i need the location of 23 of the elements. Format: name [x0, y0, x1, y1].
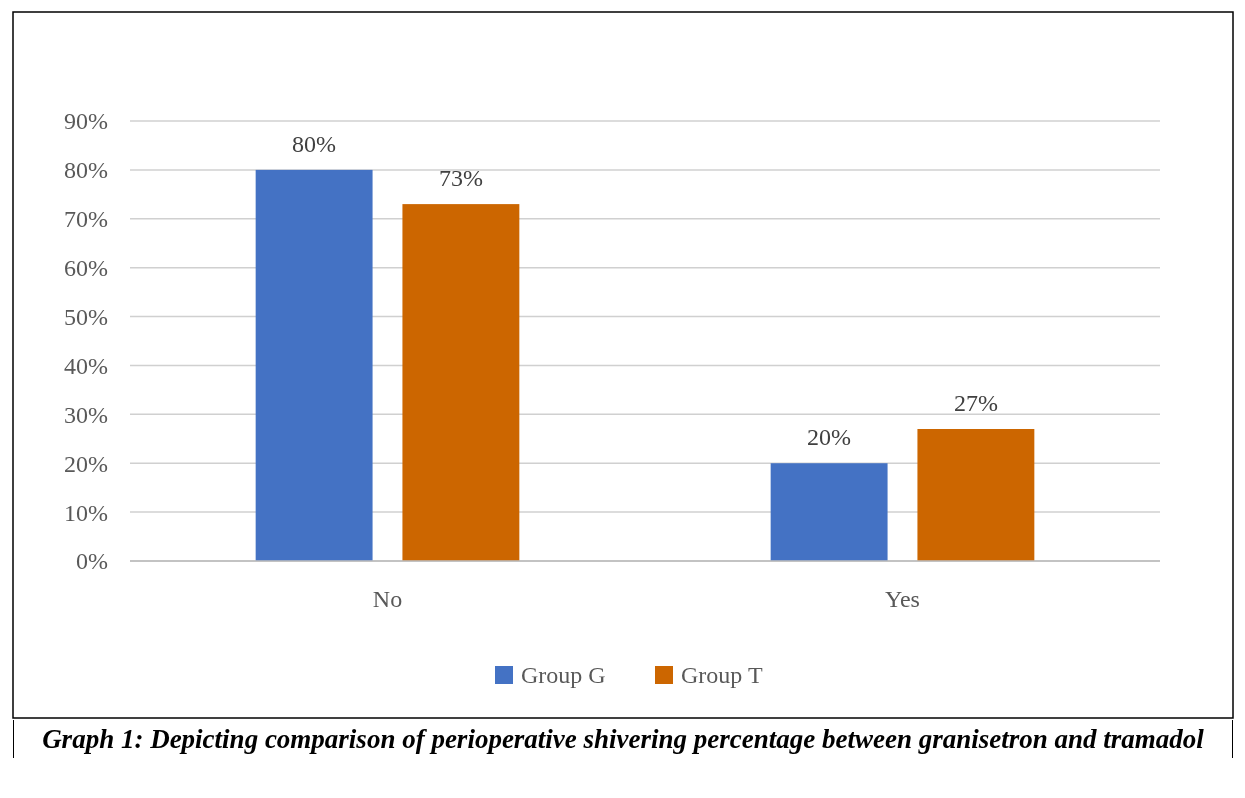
bar	[770, 463, 888, 561]
x-tick-label: No	[372, 586, 403, 612]
caption: Graph 1: Depicting comparison of perioperative shivering percentage between granisetron and tramadol	[13, 720, 1233, 758]
y-tick-label: 30%	[64, 401, 108, 428]
y-tick-label: 90%	[64, 108, 108, 135]
y-tick-label: 10%	[64, 499, 108, 526]
y-tick-label: 80%	[64, 157, 108, 184]
y-tick-label: 50%	[64, 303, 108, 330]
bar	[402, 204, 520, 561]
data-label: 20%	[807, 424, 852, 451]
x-tick-label: Yes	[885, 586, 920, 612]
y-tick-label: 20%	[64, 450, 108, 477]
legend-label: Group G	[521, 662, 606, 689]
y-tick-label: 60%	[64, 255, 108, 282]
data-label: 80%	[292, 130, 337, 157]
legend-label: Group T	[681, 662, 763, 689]
bar	[917, 429, 1035, 561]
data-label: 73%	[438, 165, 483, 192]
y-tick-label: 0%	[76, 548, 108, 575]
bar	[255, 169, 373, 561]
y-tick-label: 70%	[64, 206, 108, 233]
data-label: 27%	[953, 390, 998, 416]
y-tick-label: 40%	[64, 352, 108, 379]
